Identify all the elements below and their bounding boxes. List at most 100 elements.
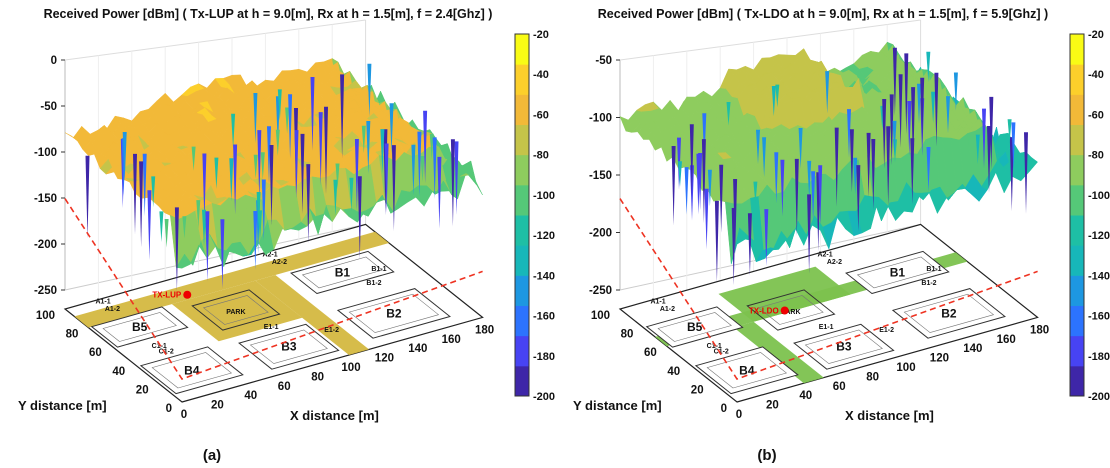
fade-spike (719, 164, 724, 233)
road-area (733, 321, 824, 384)
building-outline (645, 306, 744, 348)
fade-spike (702, 113, 707, 163)
area-label: C1-2 (714, 349, 729, 356)
tx-label: TX-LDO (749, 307, 779, 316)
x-tick-label: 80 (311, 371, 324, 383)
fade-spike (389, 103, 394, 154)
y-ticks: 0 20 40 60 80 100 (36, 310, 172, 415)
fade-spike (139, 161, 144, 248)
fade-spike (807, 194, 812, 274)
fade-spike (318, 112, 323, 186)
colorbar-segment (1070, 94, 1084, 125)
fade-spike (907, 101, 912, 156)
area-label: A1-1 (650, 298, 665, 305)
area-label: A2-2 (272, 259, 287, 266)
fade-spike (335, 163, 340, 190)
z-tick-label: -50 (595, 55, 612, 67)
box-edge (64, 223, 366, 291)
building-inner (706, 352, 788, 389)
colorbar-tick-label: -200 (1088, 391, 1110, 403)
y-tick-label: 0 (721, 403, 727, 415)
fade-spike (707, 169, 712, 207)
fade-spike (904, 53, 909, 135)
building-label: B4 (739, 363, 755, 377)
building-inner (348, 293, 440, 333)
fade-spike (333, 179, 338, 216)
building-label: B2 (941, 306, 957, 320)
building-label: B1 (335, 265, 351, 279)
x-tick-label: 40 (799, 390, 812, 402)
fade-spike (684, 167, 689, 215)
building-label: B2 (386, 306, 402, 320)
fade-spike (892, 120, 897, 156)
x-tick-label: 120 (930, 353, 949, 365)
area-label: B1-1 (371, 266, 386, 273)
fade-spike (361, 125, 366, 154)
z-tick-label: -250 (34, 285, 57, 297)
y-tick-label: 0 (166, 403, 172, 415)
fade-spike (931, 91, 936, 124)
colorbar: -20 -40 -60 -80 -100 -120 -140 -160 -180 -200 (1069, 29, 1110, 403)
fade-spike (892, 47, 897, 116)
x-ticks: 0 20 40 60 80 100 120 140 160 180 (736, 324, 1049, 421)
area-label: A2-2 (827, 259, 842, 266)
fade-spike (391, 145, 396, 232)
colorbar-segment (515, 184, 529, 216)
z-tick-label: -100 (589, 113, 612, 125)
colorbar-segment (1070, 215, 1084, 246)
fade-spike (229, 158, 234, 202)
y-tick-label: 40 (112, 366, 125, 378)
x-tick-label: 0 (181, 409, 187, 421)
x-tick-label: 180 (1030, 324, 1049, 336)
area-label: C1-1 (707, 343, 722, 350)
colorbar-tick-label: -120 (1088, 230, 1110, 242)
fade-spike (147, 190, 152, 261)
building-label: PARK (226, 309, 245, 316)
fade-spike (450, 139, 455, 227)
fade-spike (1024, 132, 1028, 214)
fade-spike (354, 139, 359, 211)
x-tick-label: 120 (375, 353, 394, 365)
building-inner (202, 295, 269, 325)
fade-spike (357, 176, 362, 259)
fade-spike (987, 126, 991, 193)
fade-spike (205, 211, 210, 282)
x-tick-label: 40 (244, 390, 257, 402)
z-tick-label: -50 (40, 101, 57, 113)
fade-spike (747, 213, 752, 276)
fade-spike (182, 216, 187, 239)
y-tick-label: 60 (89, 347, 102, 359)
fade-spike (889, 94, 894, 166)
area-label: E1-1 (819, 324, 834, 331)
fade-spike (133, 153, 137, 235)
colorbar-tick-label: -20 (533, 29, 549, 41)
building-inner (301, 256, 383, 289)
fade-spike (277, 89, 282, 121)
fade-spike (384, 143, 389, 213)
fade-spike (886, 126, 891, 206)
fade-spike (825, 71, 830, 114)
fade-spike (256, 192, 261, 227)
fade-spike (202, 209, 206, 247)
building-label: B3 (281, 340, 297, 354)
fade-spike (164, 219, 169, 248)
box-edge (619, 19, 921, 61)
colorbar-segment (515, 34, 529, 65)
x-tick-label: 140 (408, 343, 427, 355)
y-tick-label: 100 (36, 310, 55, 322)
building-outline (793, 323, 895, 370)
fade-spike (1011, 122, 1016, 171)
colorbar: -20 -40 -60 -80 -100 -120 -140 -160 -180 -200 (514, 29, 555, 403)
fade-spike (774, 152, 779, 204)
z-tick-label: -200 (34, 239, 57, 251)
fade-spike (678, 161, 682, 187)
fade-spike (122, 132, 127, 182)
fade-spike (253, 154, 258, 179)
fade-spike (733, 179, 738, 255)
colorbar-tick-label: -100 (533, 190, 555, 202)
fade-spike (367, 63, 372, 117)
road-area (718, 266, 851, 322)
building-outline (238, 323, 340, 370)
fade-spike (142, 153, 147, 217)
y-axis-label: Y distance [m] (18, 398, 107, 413)
